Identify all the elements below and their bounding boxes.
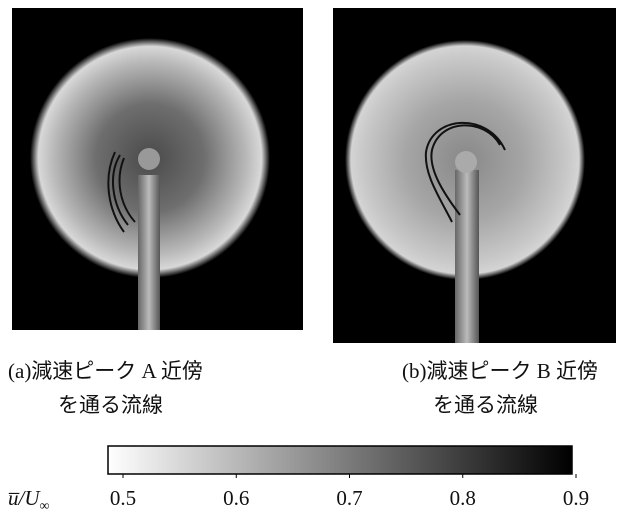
panel-caption: を通る流線	[433, 393, 538, 417]
colorbar-tick-label: 0.6	[223, 486, 249, 510]
colorbar-label-sub: ∞	[40, 499, 50, 514]
panel-caption: を通る流線	[58, 393, 163, 417]
panel-b-image	[333, 8, 616, 343]
panel-caption: (b)減速ピーク B 近傍	[402, 359, 598, 383]
colorbar-label: u̅/U∞	[8, 486, 50, 514]
colorbar-tick-label: 0.5	[110, 486, 136, 510]
figure: (a)減速ピーク A 近傍 を通る流線 (b)減速ピーク B 近傍 を通る流線 …	[0, 0, 625, 516]
colorbar-label-base: u̅/U	[8, 486, 41, 510]
panel-a-image	[12, 8, 303, 330]
colorbar-tick-label: 0.7	[336, 486, 362, 510]
colorbar-tick-label: 0.9	[563, 486, 589, 510]
panel-caption: (a)減速ピーク A 近傍	[8, 359, 203, 383]
colorbar-tick-label: 0.8	[450, 486, 476, 510]
colorbar	[108, 446, 572, 474]
